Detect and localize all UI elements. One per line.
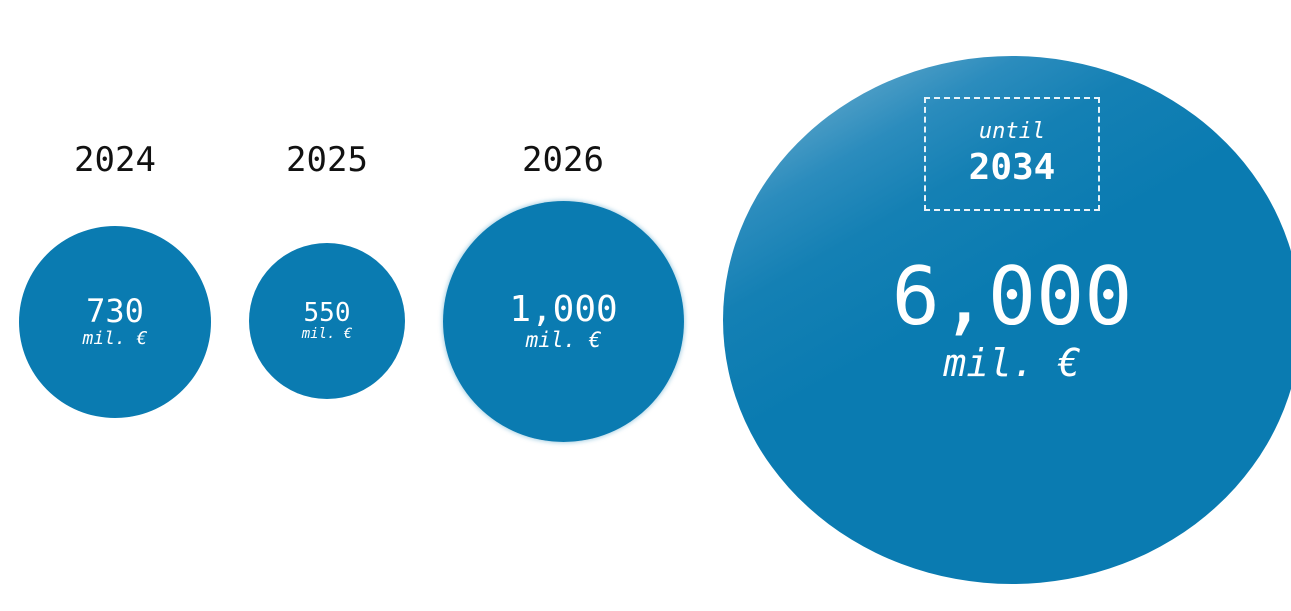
- bubble-2026: 1,000 mil. €: [443, 201, 684, 442]
- until-year: 2034: [968, 146, 1056, 188]
- bubble-unit: mil. €: [301, 325, 353, 342]
- until-label: until: [978, 119, 1046, 145]
- bubble-2025: 550 mil. €: [249, 243, 405, 399]
- bubble-value: 730: [86, 292, 144, 331]
- year-label-2026: 2026: [522, 140, 604, 180]
- bubble-2024: 730 mil. €: [19, 226, 211, 418]
- bubble-2034: until 2034 6,000 mil. €: [723, 56, 1291, 584]
- bubble-value: 550: [303, 297, 351, 328]
- bubble-unit: mil. €: [82, 327, 148, 349]
- bubble-value: 1,000: [509, 289, 618, 331]
- bubble-unit: mil. €: [525, 327, 602, 352]
- bubble-unit: mil. €: [943, 341, 1081, 385]
- bubble-value: 6,000: [891, 250, 1133, 343]
- year-label-2024: 2024: [74, 140, 156, 180]
- until-year-box: until 2034: [924, 97, 1100, 211]
- year-label-2025: 2025: [286, 140, 368, 180]
